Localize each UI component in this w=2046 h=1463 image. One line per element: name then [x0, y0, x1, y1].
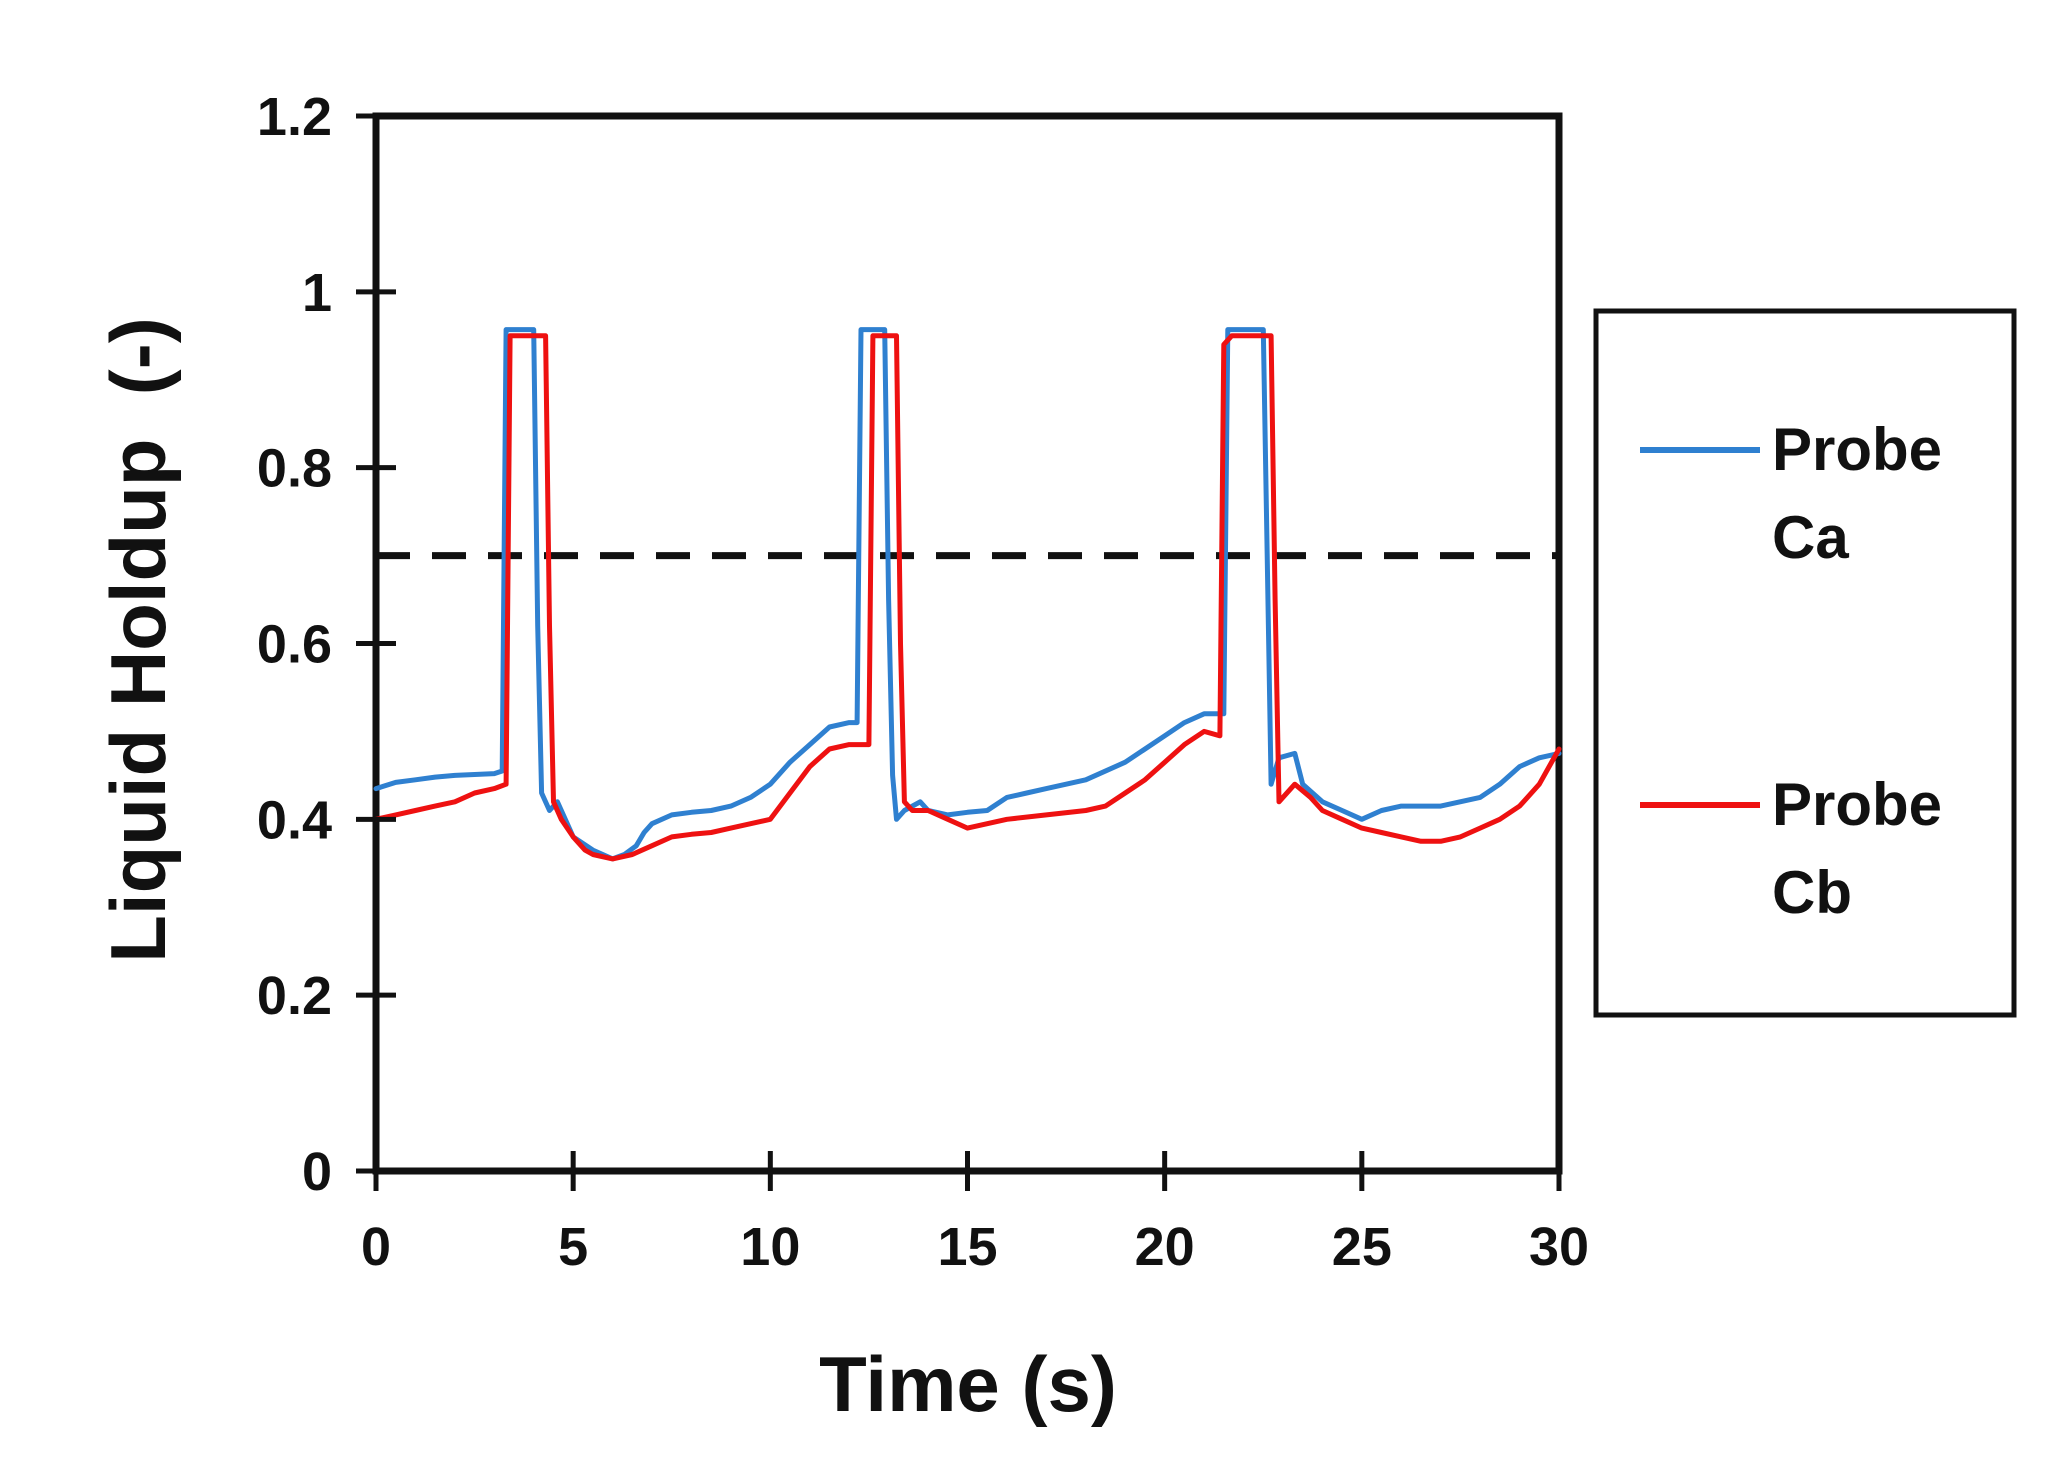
- y-tick-label: 0.8: [257, 439, 332, 499]
- y-axis-title: Liquid Holdup (-): [94, 317, 182, 962]
- x-axis-title: Time (s): [819, 1340, 1117, 1428]
- x-tick-label: 15: [937, 1217, 997, 1277]
- x-axis-ticks: 0 5 10 15 20 25 30: [361, 1151, 1589, 1277]
- plot-area: [372, 112, 1563, 1175]
- legend-items: Probe Ca Probe Cb: [1640, 416, 1942, 926]
- y-tick-label: 0: [302, 1142, 332, 1202]
- series-line-probe-ca: [373, 327, 1562, 862]
- legend-label-probe-ca: Probe Ca: [1772, 416, 1942, 571]
- x-tick-label: 0: [361, 1217, 391, 1277]
- y-tick-label: 0.4: [257, 790, 332, 850]
- y-axis-ticks: 0 0.2 0.4 0.6 0.8 1 1.2: [257, 87, 396, 1202]
- x-tick-label: 20: [1135, 1217, 1195, 1277]
- y-tick-label: 0.6: [257, 615, 332, 675]
- x-tick-label: 25: [1332, 1217, 1392, 1277]
- x-tick-label: 10: [740, 1217, 800, 1277]
- legend: Probe Ca Probe Cb: [1593, 308, 2017, 1018]
- legend-box: [1593, 308, 2017, 1018]
- plot-frame: [372, 112, 1563, 1175]
- y-tick-label: 1.2: [257, 87, 332, 147]
- series-layer: [373, 327, 1562, 862]
- x-tick-label: 5: [558, 1217, 588, 1277]
- series-line-probe-cb: [373, 333, 1562, 862]
- legend-label-probe-cb: Probe Cb: [1772, 771, 1942, 926]
- y-tick-label: 0.2: [257, 966, 332, 1026]
- x-tick-label: 30: [1529, 1217, 1589, 1277]
- y-tick-label: 1: [302, 263, 332, 323]
